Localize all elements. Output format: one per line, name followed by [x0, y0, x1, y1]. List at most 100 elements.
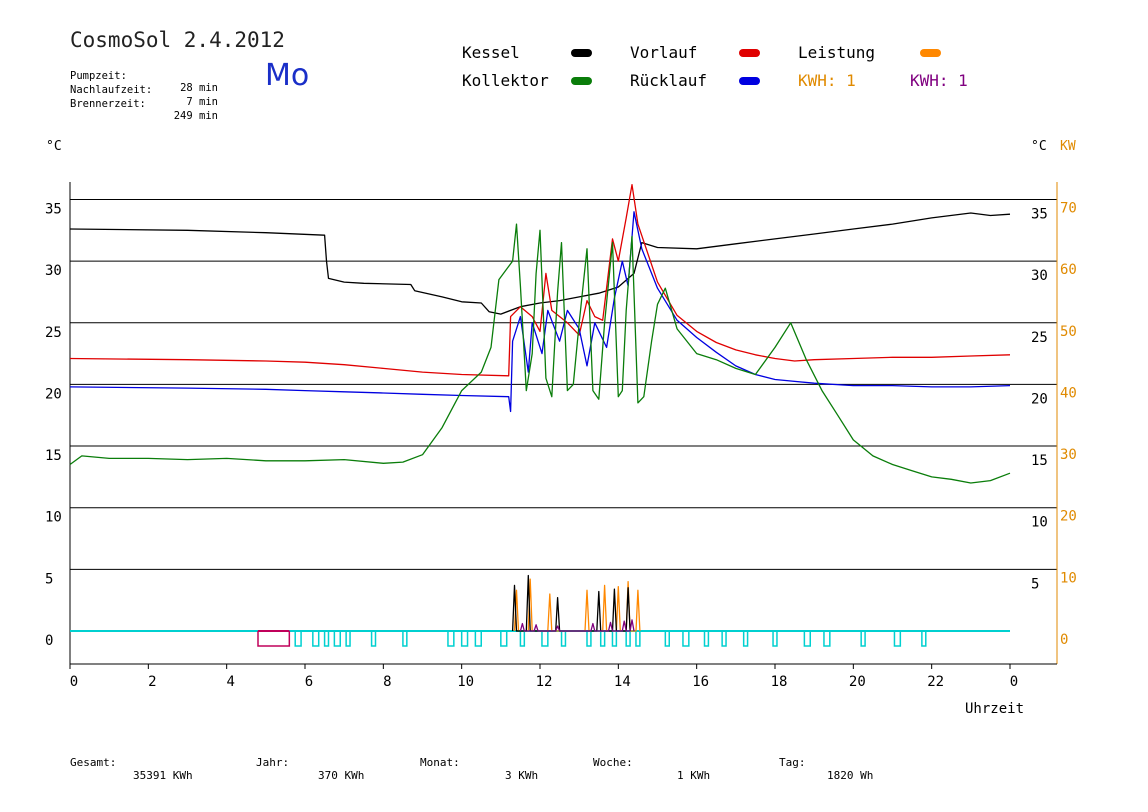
x-tick-label: 6 [305, 674, 313, 690]
pump-on-period [541, 631, 549, 647]
footer-week-value: 1 KWh [677, 769, 711, 782]
right-unit-kw: KW [1060, 139, 1076, 154]
left-unit-celsius: °C [46, 139, 62, 154]
footer-day: Tag: 1820 Wh [779, 743, 909, 782]
kessel-series [69, 212, 1011, 315]
pump-on-period [312, 631, 320, 647]
y-tick-label-right-kw: 0 [1060, 632, 1068, 648]
pump-on-period [682, 631, 690, 647]
y-tick-label-left: 10 [45, 510, 62, 526]
legend-kessel-label: Kessel [462, 43, 520, 62]
y-tick-label-left: 15 [45, 448, 62, 464]
y-tick-label-left: 35 [45, 201, 62, 217]
footer-day-value: 1820 Wh [827, 769, 874, 782]
x-tick-label: 0 [1010, 674, 1018, 690]
pump-time-row: Pumpzeit: 28 min [70, 58, 218, 94]
pump-on-period [370, 631, 377, 647]
legend-ruecklauf-label: Rücklauf [630, 71, 708, 90]
footer-month-label: Monat: [420, 756, 460, 769]
x-tick-label: 20 [849, 674, 866, 690]
footer-year-value: 370 KWh [318, 769, 365, 782]
x-axis-title: Uhrzeit [965, 701, 1025, 717]
legend-kollektor-label: Kollektor [462, 71, 549, 90]
burner-time-value: 249 min [173, 110, 218, 122]
pump-on-period [333, 631, 341, 647]
footer-year-label: Jahr: [256, 756, 290, 769]
burner-time-label: Brennerzeit: [70, 98, 146, 110]
pump-on-period [803, 631, 811, 647]
after-run-time-row: Nachlaufzeit: 7 min [70, 72, 218, 108]
legend-kessel-swatch [571, 49, 592, 57]
y-tick-label-right-celsius: 30 [1031, 268, 1048, 284]
pump-on-period [560, 631, 567, 647]
pump-on-period [474, 631, 482, 647]
after-run-time-value: 7 min [186, 96, 218, 108]
kollektor-series [69, 223, 1011, 484]
y-tick-label-left: 5 [45, 571, 53, 587]
pump-on-period [611, 631, 618, 647]
pump-status-layer [70, 630, 1010, 647]
pump-on-period [635, 631, 641, 647]
footer-year: Jahr: 370 KWh [256, 743, 386, 782]
series-layer [69, 184, 1011, 632]
leistung-series [513, 578, 641, 632]
y-tick-label-right-celsius: 35 [1031, 206, 1048, 222]
pump-on-period [586, 631, 592, 647]
y-tick-label-right-kw: 30 [1060, 447, 1077, 463]
legend-leistung-label: Leistung [798, 43, 876, 62]
app-title: CosmoSol 2.4.2012 [70, 28, 285, 52]
x-tick-label: 18 [771, 674, 788, 690]
pump-on-period [823, 631, 831, 647]
axes-layer [69, 182, 1058, 669]
y-tick-label-left: 20 [45, 386, 62, 402]
y-tick-label-left: 30 [45, 263, 62, 279]
y-tick-label-right-celsius: 10 [1031, 515, 1048, 531]
pump-on-period [345, 631, 351, 647]
x-tick-label: 16 [692, 674, 709, 690]
footer-week-label: Woche: [593, 756, 633, 769]
pump-on-period [323, 631, 330, 647]
footer-month-value: 3 KWh [505, 769, 539, 782]
x-tick-label: 4 [226, 674, 234, 690]
y-tick-label-right-celsius: 25 [1031, 330, 1048, 346]
kwh-purple: KWH: 1 [910, 71, 968, 90]
pump-on-period [664, 631, 670, 647]
pump-on-period [772, 631, 778, 647]
kwh-orange: KWH: 1 [798, 71, 856, 90]
grid-layer [70, 198, 1057, 570]
pump-time-value: 28 min [180, 82, 218, 94]
pump-on-period [402, 631, 408, 647]
footer-total-value: 35391 KWh [133, 769, 193, 782]
pump-on-period [294, 631, 302, 647]
power-spike-series [519, 619, 635, 632]
legend-ruecklauf-swatch [739, 77, 760, 85]
y-tick-label-right-celsius: 20 [1031, 391, 1048, 407]
pump-on-period [257, 631, 291, 647]
y-tick-label-right-kw: 50 [1060, 324, 1077, 340]
pump-time-label: Pumpzeit: [70, 70, 127, 82]
pump-on-period [703, 631, 710, 647]
pump-on-period [519, 631, 526, 647]
pump-on-period [893, 631, 902, 647]
y-tick-label-right-kw: 20 [1060, 509, 1077, 525]
right-unit-celsius: °C [1031, 139, 1047, 154]
x-tick-label: 14 [614, 674, 631, 690]
legend-kollektor-swatch [571, 77, 592, 85]
legend-vorlauf-swatch [739, 49, 760, 57]
pump-on-period [860, 631, 866, 647]
weekday-label: Mo [265, 58, 310, 93]
footer-month: Monat: 3 KWh [420, 743, 550, 782]
y-tick-label-right-kw: 70 [1060, 200, 1077, 216]
burner-time-row: Brennerzeit: 249 min [70, 86, 218, 122]
pump-on-period [447, 631, 455, 647]
x-tick-label: 2 [148, 674, 156, 690]
x-tick-label: 10 [457, 674, 474, 690]
pump-on-period [921, 631, 927, 647]
y-tick-label-left: 0 [45, 633, 53, 649]
x-tick-label: 8 [383, 674, 391, 690]
y-tick-label-right-celsius: 5 [1031, 576, 1039, 592]
footer-total-label: Gesamt: [70, 756, 117, 769]
x-tick-label: 12 [536, 674, 553, 690]
footer-total: Gesamt: 35391 KWh [70, 743, 210, 782]
